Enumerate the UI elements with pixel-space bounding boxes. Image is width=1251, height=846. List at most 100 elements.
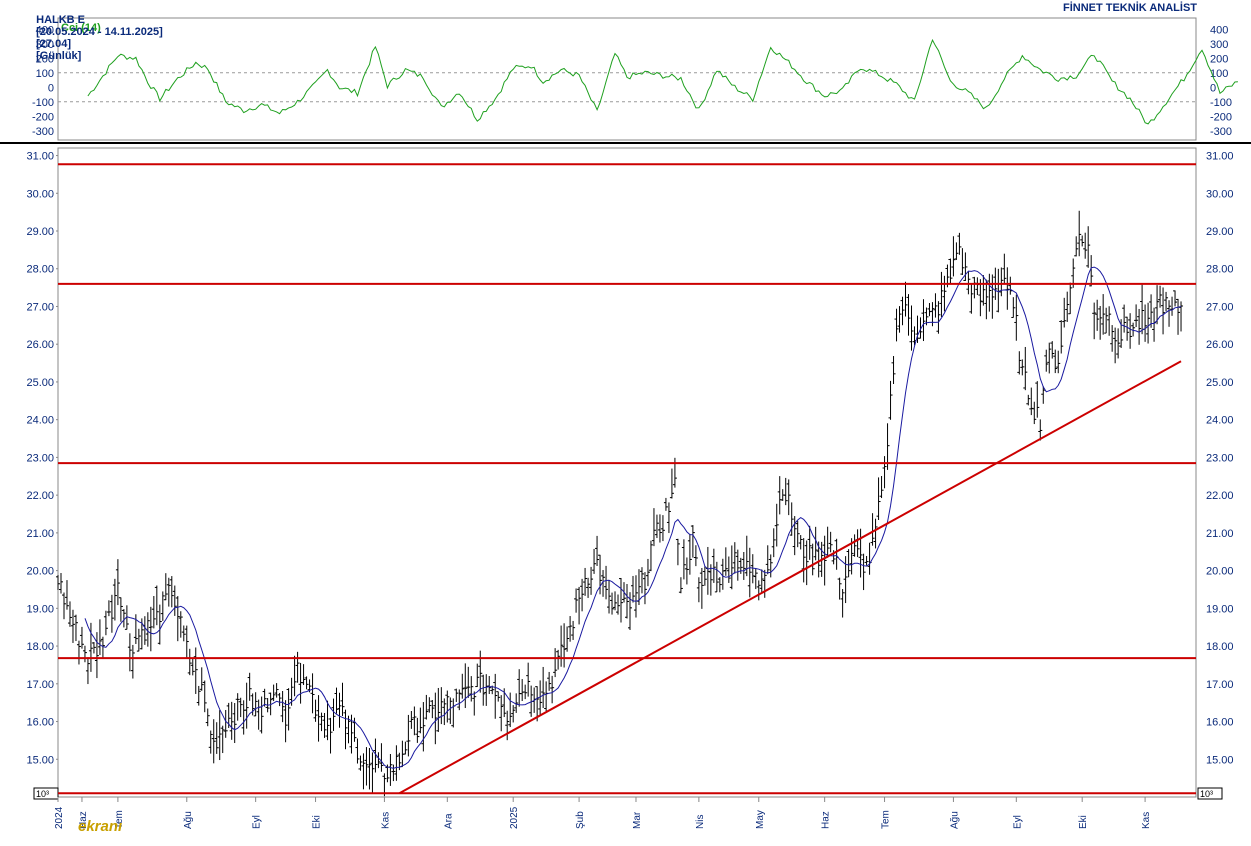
price-y-tick-right: 30.00 [1206, 188, 1234, 200]
moving-average-line [84, 266, 1182, 769]
price-bar [630, 575, 635, 603]
price-bar [861, 553, 866, 591]
price-bar [271, 684, 276, 702]
price-bar [484, 674, 489, 706]
price-bar [765, 545, 770, 575]
price-bar [846, 549, 851, 578]
price-bar [547, 671, 552, 691]
price-bar [181, 625, 186, 642]
price-bar [256, 699, 261, 730]
price-y-tick-left: 25.00 [26, 377, 54, 389]
price-bar [388, 753, 393, 786]
price-bar [343, 709, 348, 750]
price-bar [553, 648, 558, 678]
price-bar [475, 663, 480, 688]
price-bar [568, 616, 573, 642]
price-bar [954, 242, 959, 260]
price-bar [1179, 301, 1184, 332]
price-bar [370, 752, 375, 794]
price-bar [717, 577, 722, 593]
price-bar [319, 712, 324, 732]
price-bar [981, 275, 986, 306]
price-bar [804, 540, 809, 586]
price-bar [963, 252, 968, 281]
price-bar [259, 696, 264, 734]
price-bar [487, 676, 492, 695]
price-bar [702, 566, 707, 586]
watermark-text: ekranı [78, 818, 123, 835]
price-bar [238, 697, 243, 718]
cci-y-tick-left: 100 [36, 68, 54, 80]
price-bar [229, 701, 234, 740]
price-y-tick-right: 16.00 [1206, 717, 1234, 729]
price-bar [580, 578, 585, 612]
price-bar [762, 569, 767, 598]
price-y-tick-right: 19.00 [1206, 603, 1234, 615]
price-bar [556, 649, 561, 670]
header-info: HALKB E [20.05.2024 - 14.11.2025] [27.04… [30, 2, 163, 62]
price-bar [439, 687, 444, 725]
price-bar [1125, 316, 1130, 341]
cci-frame [57, 17, 1197, 141]
cci-y-tick-left: 200 [36, 53, 54, 65]
price-bar [732, 542, 737, 574]
cci-y-tick-left: 300 [36, 39, 54, 51]
symbol-label: HALKB E [36, 14, 86, 26]
price-y-tick-right: 18.00 [1206, 641, 1234, 653]
price-bar [663, 497, 668, 511]
price-bar [933, 293, 938, 318]
price-bar [1053, 349, 1058, 374]
price-bar [1134, 304, 1139, 328]
price-bar [409, 710, 414, 729]
price-bar [1050, 341, 1055, 359]
price-bar [607, 580, 612, 614]
price-bar [1131, 322, 1136, 337]
price-bar [942, 275, 947, 312]
price-bar [169, 576, 174, 608]
x-tick-label: Haz [821, 811, 832, 829]
x-tick-label: May [755, 810, 766, 829]
price-bar [424, 694, 429, 720]
price-y-tick-right: 21.00 [1206, 528, 1234, 540]
price-bar [214, 722, 219, 754]
price-bar [987, 273, 992, 312]
x-tick-label: Şub [575, 811, 586, 829]
price-bar [85, 657, 90, 685]
last-price-label: [27.04] [36, 38, 71, 50]
price-bar [798, 535, 803, 550]
price-bar [771, 528, 776, 558]
price-bar [1140, 284, 1145, 335]
price-y-tick-right: 22.00 [1206, 490, 1234, 502]
price-bar [777, 476, 782, 515]
price-y-tick-left: 20.00 [26, 566, 54, 578]
price-bar [211, 719, 216, 764]
price-bar [457, 689, 462, 711]
price-bar [1026, 394, 1031, 406]
cci-series-line [87, 38, 1238, 125]
price-bar [957, 232, 962, 255]
price-bar [64, 580, 69, 610]
price-bar [268, 692, 273, 716]
price-bar [232, 703, 237, 744]
price-bar [1158, 285, 1163, 308]
price-bar [274, 683, 279, 698]
price-bar [130, 644, 135, 679]
price-bar [253, 692, 258, 717]
cci-y-tick-right: 100 [1210, 68, 1228, 80]
price-bar [157, 604, 162, 645]
price-bar [358, 755, 363, 771]
price-bar [235, 693, 240, 721]
price-y-tick-left: 22.00 [26, 490, 54, 502]
price-bar [56, 574, 60, 590]
price-bar [292, 655, 297, 697]
price-bar [726, 556, 731, 583]
price-bar [100, 636, 105, 660]
price-y-tick-right: 27.00 [1206, 301, 1234, 313]
price-bar [1161, 287, 1166, 335]
price-bar [1011, 297, 1016, 318]
price-bar [1002, 253, 1007, 284]
price-bar [208, 730, 213, 754]
price-bar [526, 662, 531, 697]
